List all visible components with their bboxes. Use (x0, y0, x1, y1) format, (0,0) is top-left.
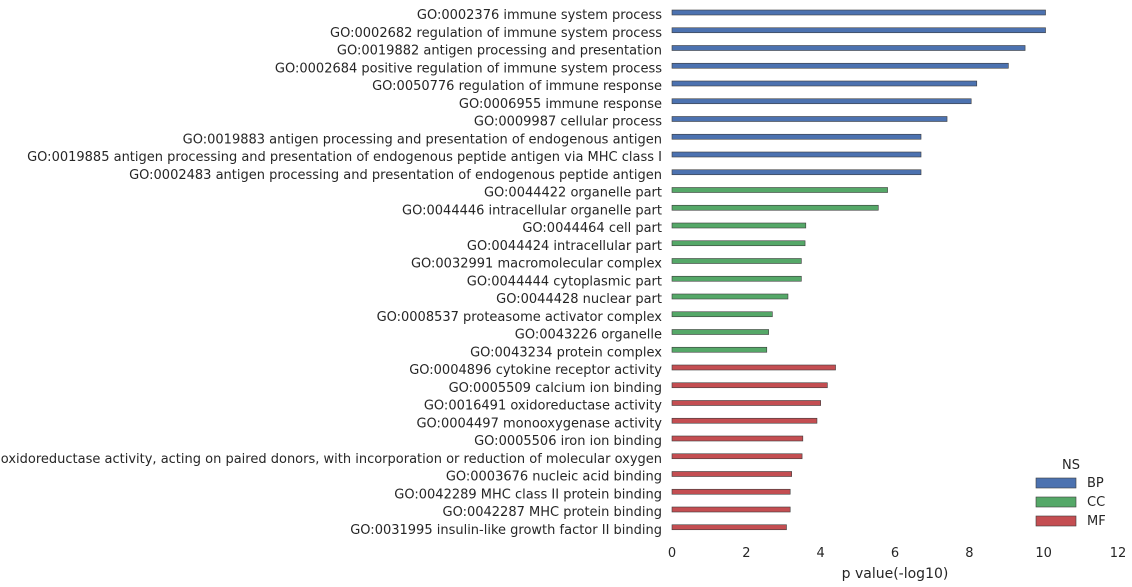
bar-mf (671, 417, 818, 424)
category-label: GO:0005506 iron ion binding (474, 434, 662, 449)
bar-cc (671, 222, 807, 229)
legend-swatch-bp (1035, 477, 1077, 489)
bar-cc (671, 329, 769, 335)
category-label: GO:0002682 regulation of immune system p… (330, 26, 662, 41)
bar-mf (671, 400, 821, 406)
legend-label-mf: MF (1087, 514, 1106, 529)
bar-cc (671, 258, 802, 264)
bar-bp (671, 133, 922, 140)
bar-bp (671, 98, 972, 105)
x-tick-label: 12 (1110, 546, 1127, 561)
bar-bp (671, 45, 1026, 51)
category-label: GO:0044424 intracellular part (467, 239, 662, 254)
category-label: GO:0043234 protein complex (470, 345, 662, 360)
bar-group (671, 9, 1046, 531)
bar-cc (671, 240, 806, 247)
bar-bp (671, 116, 948, 122)
bar-cc (671, 204, 879, 211)
category-label: GO:0002483 antigen processing and presen… (129, 168, 662, 183)
bar-bp (671, 151, 922, 158)
category-label: GO:0016705 oxidoreductase activity, acti… (0, 452, 662, 467)
category-label: GO:0006955 immune response (459, 97, 662, 112)
bar-mf (671, 488, 791, 495)
bar-mf (671, 382, 828, 389)
bar-bp (671, 80, 978, 87)
x-tick-label: 6 (891, 546, 899, 561)
x-axis: 0 2 4 6 8 10 12 (668, 546, 1126, 561)
category-label: GO:0003676 nucleic acid binding (446, 470, 662, 485)
legend-label-cc: CC (1087, 495, 1105, 510)
bar-mf (671, 364, 836, 371)
category-label: GO:0031995 insulin-like growth factor II… (350, 523, 662, 538)
legend-title: NS (1062, 458, 1080, 473)
category-label: GO:0004497 monooxygenase activity (416, 416, 662, 431)
category-label: GO:0050776 regulation of immune response (372, 79, 662, 94)
category-label: GO:0042287 MHC protein binding (443, 505, 663, 520)
category-label: GO:0002376 immune system process (417, 8, 662, 23)
x-tick-label: 10 (1035, 546, 1052, 561)
category-label: GO:0032991 macromolecular complex (411, 257, 662, 272)
bar-bp (671, 27, 1046, 34)
bar-bp (671, 9, 1046, 16)
bar-mf (671, 524, 787, 531)
category-label: GO:0043226 organelle (515, 328, 662, 343)
legend-label-bp: BP (1087, 476, 1104, 491)
category-label: GO:0044464 cell part (522, 221, 662, 236)
category-label: GO:0008537 proteasome activator complex (377, 310, 663, 325)
legend-swatch-mf (1035, 515, 1077, 527)
category-label: GO:0002684 positive regulation of immune… (275, 61, 662, 76)
category-label: GO:0044444 cytoplasmic part (467, 274, 662, 289)
bar-mf (671, 453, 803, 460)
category-label: GO:0044428 nuclear part (496, 292, 662, 307)
category-label: GO:0019882 antigen processing and presen… (337, 44, 662, 59)
x-axis-label: p value(-log10) (842, 566, 949, 582)
x-tick-label: 0 (668, 546, 676, 561)
bar-mf (671, 471, 792, 477)
category-label: GO:0004896 cytokine receptor activity (409, 363, 662, 378)
category-label: GO:0044422 organelle part (484, 186, 662, 201)
category-label: GO:0042289 MHC class II protein binding (394, 487, 662, 502)
x-tick-label: 2 (742, 546, 750, 561)
category-label: GO:0016491 oxidoreductase activity (424, 399, 662, 414)
bar-cc (671, 187, 888, 193)
category-label: GO:0019883 antigen processing and presen… (183, 132, 662, 147)
x-tick-label: 4 (817, 546, 825, 561)
bar-mf (671, 435, 804, 442)
category-label: GO:0009987 cellular process (474, 115, 662, 130)
category-label: GO:0019885 antigen processing and presen… (27, 150, 662, 165)
legend-swatch-cc (1035, 496, 1077, 508)
bar-cc (671, 346, 768, 353)
bar-cc (671, 293, 789, 300)
bar-cc (671, 275, 802, 282)
legend: NS BP CC MF (1035, 458, 1106, 529)
category-label: GO:0005509 calcium ion binding (449, 381, 662, 396)
bar-mf (671, 506, 791, 513)
bar-bp (671, 62, 1009, 69)
bar-bp (671, 169, 922, 176)
bar-cc (671, 311, 773, 318)
category-label: GO:0044446 intracellular organelle part (402, 203, 662, 218)
x-tick-label: 8 (965, 546, 973, 561)
category-label-group: GO:0002376 immune system process GO:00026… (0, 8, 662, 538)
